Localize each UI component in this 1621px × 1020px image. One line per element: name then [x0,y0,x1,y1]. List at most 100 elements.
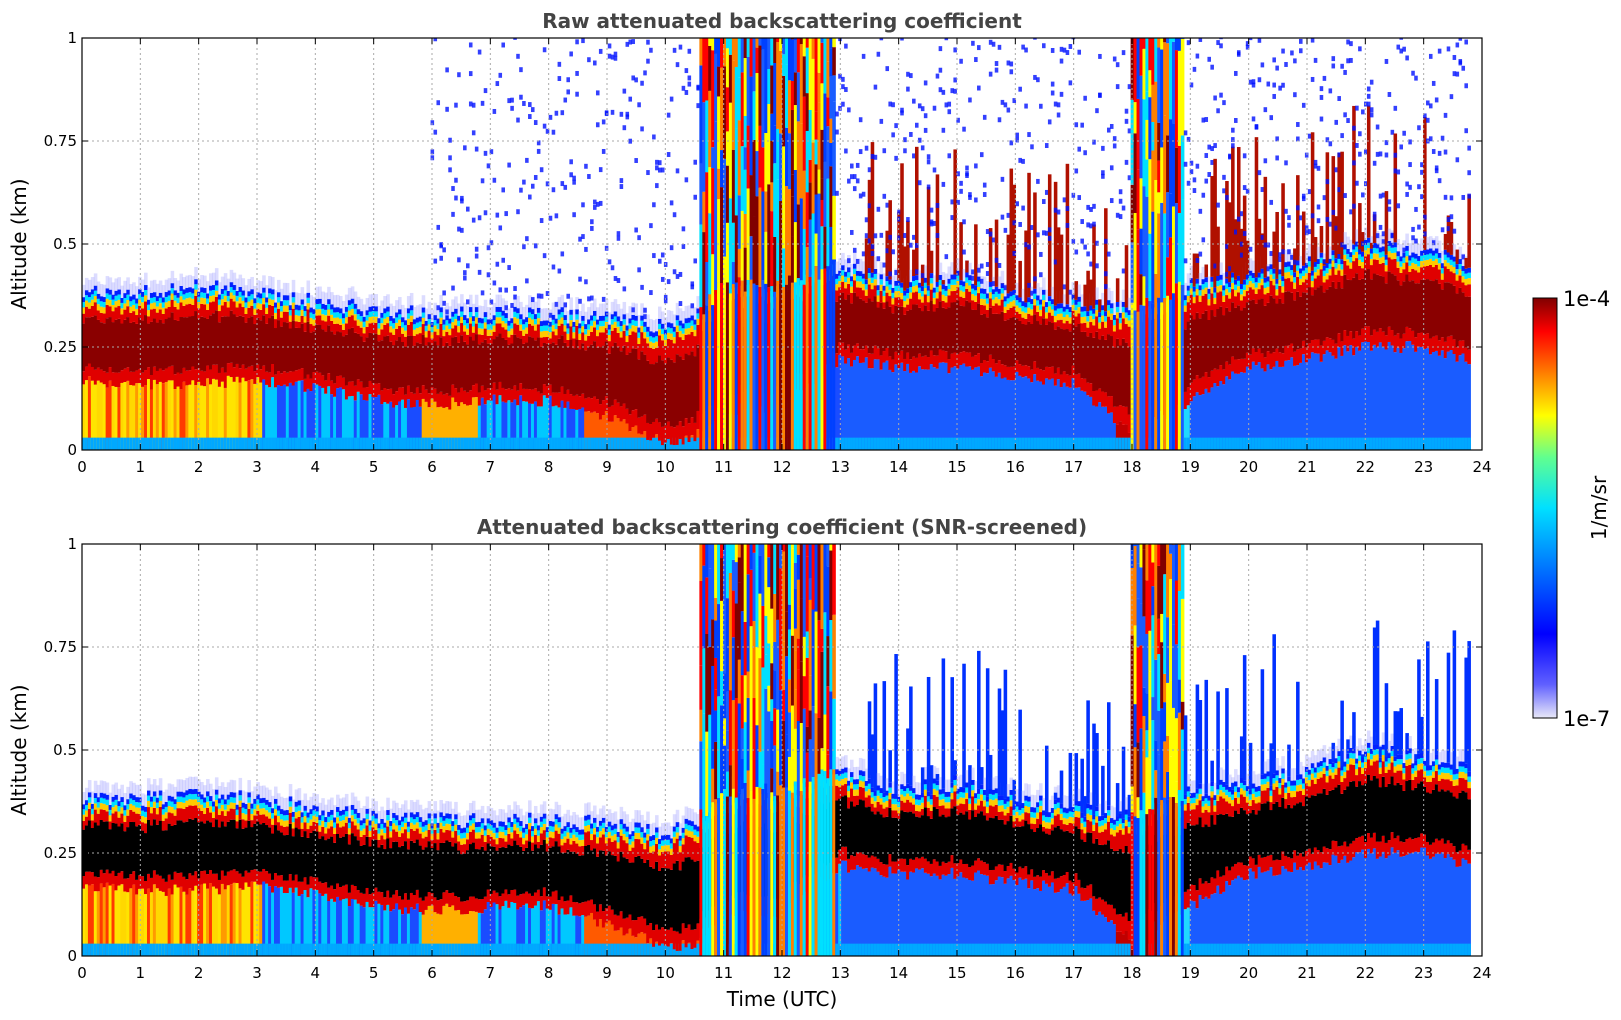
heatmap-cell [690,325,695,332]
heatmap-cell [1115,318,1120,339]
heatmap-cell [1189,265,1194,279]
heatmap-cell [959,58,963,64]
heatmap-cell [894,280,898,286]
heatmap-cell [259,437,263,450]
heatmap-cell [102,284,107,298]
heatmap-cell [1136,38,1141,99]
heatmap-cell [386,311,390,317]
heatmap-cell [666,357,671,422]
heatmap-cell [442,307,446,320]
heatmap-cell [684,90,689,95]
heatmap-cell [852,359,857,450]
heatmap-cell [451,322,455,329]
heatmap-cell [108,317,113,368]
heatmap-column [785,38,789,450]
heatmap-cell [1118,437,1123,450]
heatmap-column [300,287,305,450]
heatmap-cell [1145,159,1149,197]
heatmap-cell [1107,305,1111,311]
heatmap-cell [1201,192,1206,198]
heatmap-cell [383,336,387,389]
heatmap-cell [285,372,290,387]
heatmap-cell [690,437,695,450]
heatmap-cell [566,77,570,83]
heatmap-cell [288,437,293,450]
heatmap-cell [619,437,624,450]
heatmap-cell [185,437,189,450]
heatmap-cell [1234,373,1238,450]
heatmap-cell [977,293,981,304]
heatmap-cell [1112,347,1117,407]
heatmap-cell [436,306,441,319]
heatmap-cell [1195,375,1200,393]
heatmap-cell [152,437,157,450]
heatmap-cell [1059,437,1064,450]
heatmap-cell [486,163,491,169]
heatmap-cell [1036,300,1040,306]
heatmap-cell [146,299,151,305]
heatmap-cell [979,288,984,294]
heatmap-cell [457,406,461,450]
heatmap-cell [380,323,384,330]
heatmap-cell [1228,266,1232,272]
heatmap-cell [982,192,987,197]
heatmap-cell [483,328,488,340]
heatmap-cell [669,328,674,334]
heatmap-cell [403,320,408,326]
heatmap-cell [99,437,104,450]
heatmap-column [926,154,931,450]
heatmap-cell [855,437,860,450]
heatmap-cell [454,402,458,450]
heatmap-cell [489,329,494,336]
heatmap-cell [920,311,925,357]
heatmap-column [421,295,426,450]
heatmap-cell [551,314,556,320]
heatmap-cell [439,242,443,248]
heatmap-cell [1074,249,1079,255]
heatmap-cell [847,178,851,184]
heatmap-cell [146,437,151,450]
heatmap-cell [436,407,441,450]
heatmap-cell [498,333,503,382]
heatmap-cell [610,437,615,450]
heatmap-cell [99,322,104,370]
heatmap-cell [377,334,381,342]
heatmap-cell [279,301,284,307]
heatmap-cell [211,285,216,290]
heatmap-cell [1236,286,1241,293]
heatmap-cell [852,268,857,275]
heatmap-cell [971,437,975,450]
heatmap-cell [1042,437,1046,450]
heatmap-cell [1236,373,1241,450]
heatmap-column [675,62,680,450]
heatmap-column [1065,50,1070,450]
heatmap-cell [953,352,957,367]
heatmap-cell [536,318,541,325]
heatmap-cell [265,437,269,450]
heatmap-cell [1234,307,1238,360]
heatmap-cell [1124,108,1129,114]
heatmap-cell [785,38,789,65]
heatmap-cell [312,319,316,326]
heatmap-cell [238,297,243,304]
heatmap-cell [687,317,692,323]
heatmap-cell [436,323,441,329]
heatmap-cell [1136,98,1141,170]
heatmap-cell [900,293,904,300]
heatmap-cell [894,270,898,275]
heatmap-cell [569,314,573,321]
heatmap-cell [297,310,302,316]
heatmap-cell [489,240,494,246]
heatmap-cell [206,293,210,299]
heatmap-cell [525,322,529,328]
heatmap-cell [1012,98,1017,104]
heatmap-cell [259,382,263,450]
heatmap-cell [1207,437,1211,450]
heatmap-cell [108,300,113,307]
heatmap-cell [1012,366,1017,381]
heatmap-cell [356,391,361,450]
heatmap-cell [909,282,913,288]
heatmap-cell [474,437,479,450]
heatmap-cell [185,298,189,305]
heatmap-cell [897,354,901,369]
